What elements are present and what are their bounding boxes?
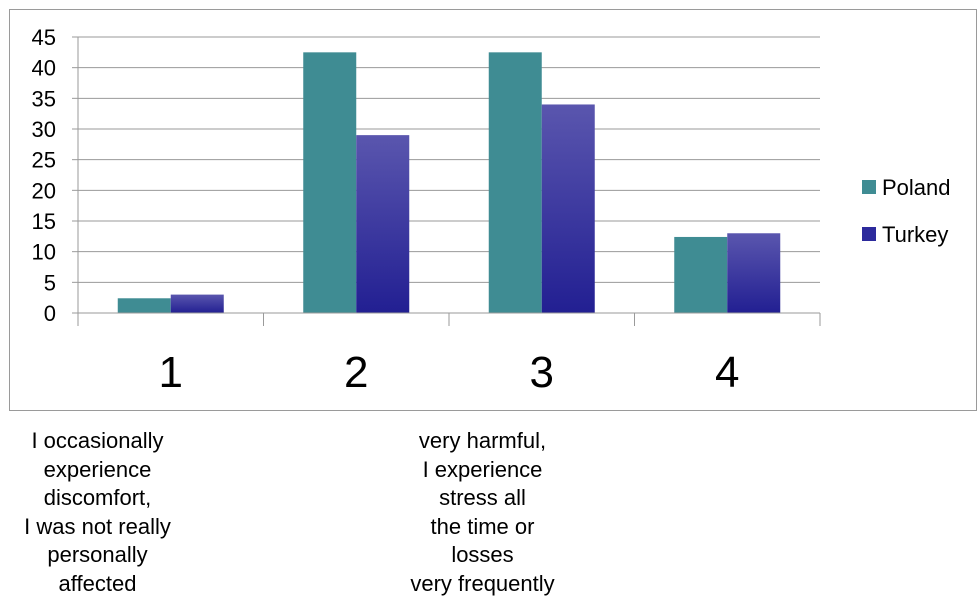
bar-chart: 0 5 10 15 20 25 30 35 40 45 1 2 3 4 Poland Turkey xyxy=(32,25,951,397)
bar-poland-3 xyxy=(488,52,542,313)
bars xyxy=(117,52,781,313)
y-tick-label: 25 xyxy=(32,148,56,173)
y-tick-label: 5 xyxy=(44,270,56,295)
y-tick-label: 35 xyxy=(32,86,56,111)
x-tick-label: 4 xyxy=(715,348,739,397)
y-tick-label: 15 xyxy=(32,209,56,234)
legend-swatch-poland xyxy=(862,180,876,194)
y-tick-label: 45 xyxy=(32,25,56,50)
annotation-left: I occasionally experience discomfort, I … xyxy=(24,428,171,596)
legend-label-turkey: Turkey xyxy=(882,222,948,247)
y-tick-label: 0 xyxy=(44,301,56,326)
bar-poland-1 xyxy=(117,298,171,313)
legend-swatch-turkey xyxy=(862,227,876,241)
y-tick-label: 40 xyxy=(32,56,56,81)
bar-poland-2 xyxy=(303,52,357,313)
x-tick-label: 1 xyxy=(159,348,183,397)
x-axis-ticks: 1 2 3 4 xyxy=(159,348,740,397)
y-axis-ticks: 0 5 10 15 20 25 30 35 40 45 xyxy=(32,25,56,326)
x-tick-label: 2 xyxy=(344,348,368,397)
legend-label-poland: Poland xyxy=(882,175,951,200)
bar-poland-4 xyxy=(674,236,728,313)
bar-turkey-4 xyxy=(727,233,781,313)
bar-turkey-1 xyxy=(170,294,224,313)
grid-lines xyxy=(72,36,820,314)
bar-turkey-2 xyxy=(356,135,410,313)
axes xyxy=(77,37,821,326)
y-tick-label: 30 xyxy=(32,117,56,142)
y-tick-label: 20 xyxy=(32,178,56,203)
bar-turkey-3 xyxy=(541,104,595,313)
x-tick-label: 3 xyxy=(530,348,554,397)
y-tick-label: 10 xyxy=(32,240,56,265)
annotation-middle: very harmful, I experience stress all th… xyxy=(410,428,555,596)
legend: Poland Turkey xyxy=(862,175,951,247)
